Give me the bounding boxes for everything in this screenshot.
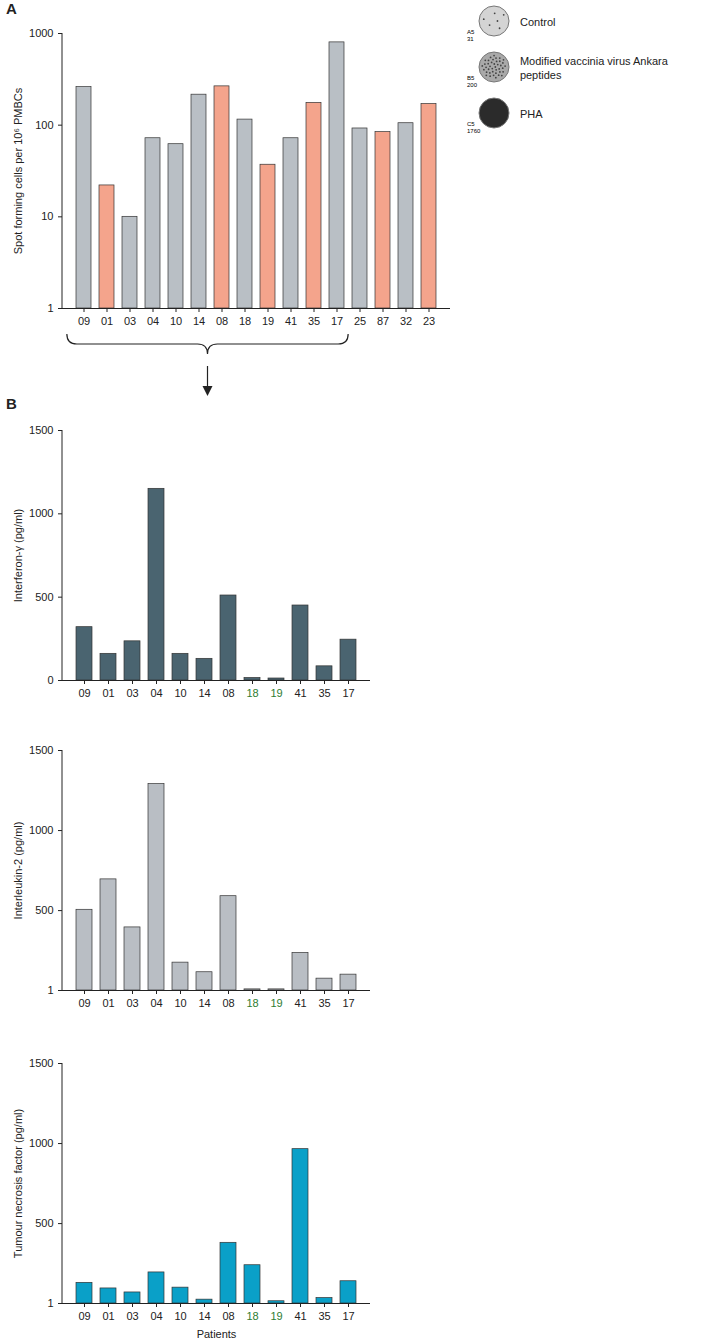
svg-text:14: 14 [198, 1310, 210, 1322]
svg-text:03: 03 [126, 1310, 138, 1322]
svg-text:87: 87 [377, 315, 389, 327]
svg-text:09: 09 [78, 687, 90, 699]
svg-text:18: 18 [246, 997, 258, 1009]
svg-text:0: 0 [47, 674, 53, 686]
svg-text:19: 19 [270, 687, 282, 699]
svg-text:500: 500 [35, 591, 53, 603]
svg-text:41: 41 [294, 997, 306, 1009]
html-text:Modified vaccinia virus Ankara: Modified vaccinia virus Ankara peptides [519, 55, 668, 81]
svg-text:Tumour necrosis factor (pg/ml): Tumour necrosis factor (pg/ml) [12, 1109, 24, 1258]
svg-text:1: 1 [47, 1297, 53, 1309]
svg-text:01: 01 [101, 315, 113, 327]
svg-text:19: 19 [270, 997, 282, 1009]
svg-text:03: 03 [126, 997, 138, 1009]
svg-text:35: 35 [318, 687, 330, 699]
svg-text:09: 09 [78, 997, 90, 1009]
svg-text:41: 41 [285, 315, 297, 327]
svg-text:1000: 1000 [29, 824, 53, 836]
svg-text:1760: 1760 [467, 128, 481, 134]
svg-text:17: 17 [331, 315, 343, 327]
svg-text:23: 23 [423, 315, 435, 327]
svg-text:03: 03 [124, 315, 136, 327]
svg-text:03: 03 [126, 687, 138, 699]
svg-text:09: 09 [78, 1310, 90, 1322]
svg-text:31: 31 [467, 36, 474, 42]
svg-text:1500: 1500 [29, 744, 53, 756]
svg-text:1: 1 [47, 302, 53, 314]
svg-text:14: 14 [193, 315, 205, 327]
svg-text:32: 32 [400, 315, 412, 327]
svg-text:04: 04 [150, 687, 162, 699]
svg-text:08: 08 [222, 1310, 234, 1322]
svg-text:Spot forming cells per 10⁶ PMB: Spot forming cells per 10⁶ PMBCs [12, 87, 24, 254]
svg-text:17: 17 [342, 1310, 354, 1322]
svg-text:08: 08 [222, 997, 234, 1009]
svg-text:C5: C5 [467, 121, 475, 127]
svg-text:18: 18 [246, 1310, 258, 1322]
svg-text:18: 18 [246, 687, 258, 699]
svg-text:18: 18 [239, 315, 251, 327]
svg-text:19: 19 [262, 315, 274, 327]
svg-text:04: 04 [150, 1310, 162, 1322]
svg-text:100: 100 [35, 119, 53, 131]
svg-text:1000: 1000 [29, 27, 53, 39]
svg-text:41: 41 [294, 1310, 306, 1322]
svg-text:1500: 1500 [29, 424, 53, 436]
svg-text:Patients: Patients [197, 1328, 237, 1340]
svg-text:25: 25 [354, 315, 366, 327]
svg-text:35: 35 [318, 1310, 330, 1322]
svg-text:10: 10 [174, 1310, 186, 1322]
svg-text:A5: A5 [467, 29, 475, 35]
svg-text:09: 09 [78, 315, 90, 327]
svg-text:01: 01 [102, 687, 114, 699]
html-text:Control: Control [520, 16, 556, 29]
svg-text:08: 08 [216, 315, 228, 327]
svg-text:17: 17 [342, 687, 354, 699]
svg-text:35: 35 [318, 997, 330, 1009]
svg-text:1500: 1500 [29, 1057, 53, 1069]
svg-text:B5: B5 [467, 75, 475, 81]
svg-text:200: 200 [467, 82, 478, 88]
svg-text:17: 17 [342, 997, 354, 1009]
svg-text:1000: 1000 [29, 507, 53, 519]
svg-text:08: 08 [222, 687, 234, 699]
svg-text:04: 04 [147, 315, 159, 327]
svg-text:35: 35 [308, 315, 320, 327]
svg-text:500: 500 [35, 1217, 53, 1229]
html-text:A: A [6, 0, 17, 17]
svg-text:14: 14 [198, 997, 210, 1009]
svg-text:1000: 1000 [29, 1137, 53, 1149]
svg-text:41: 41 [294, 687, 306, 699]
html-text:B: B [6, 395, 17, 412]
svg-text:19: 19 [270, 1310, 282, 1322]
svg-text:10: 10 [174, 997, 186, 1009]
svg-text:10: 10 [174, 687, 186, 699]
svg-text:1: 1 [47, 984, 53, 996]
svg-text:01: 01 [102, 1310, 114, 1322]
svg-text:01: 01 [102, 997, 114, 1009]
svg-text:10: 10 [41, 210, 53, 222]
svg-text:10: 10 [170, 315, 182, 327]
html-text:PHA: PHA [520, 108, 543, 121]
svg-text:14: 14 [198, 687, 210, 699]
svg-text:500: 500 [35, 904, 53, 916]
svg-text:Interleukin-2 (pg/ml): Interleukin-2 (pg/ml) [12, 822, 24, 920]
svg-text:04: 04 [150, 997, 162, 1009]
svg-text:Interferon-γ (pg/ml): Interferon-γ (pg/ml) [12, 509, 24, 603]
